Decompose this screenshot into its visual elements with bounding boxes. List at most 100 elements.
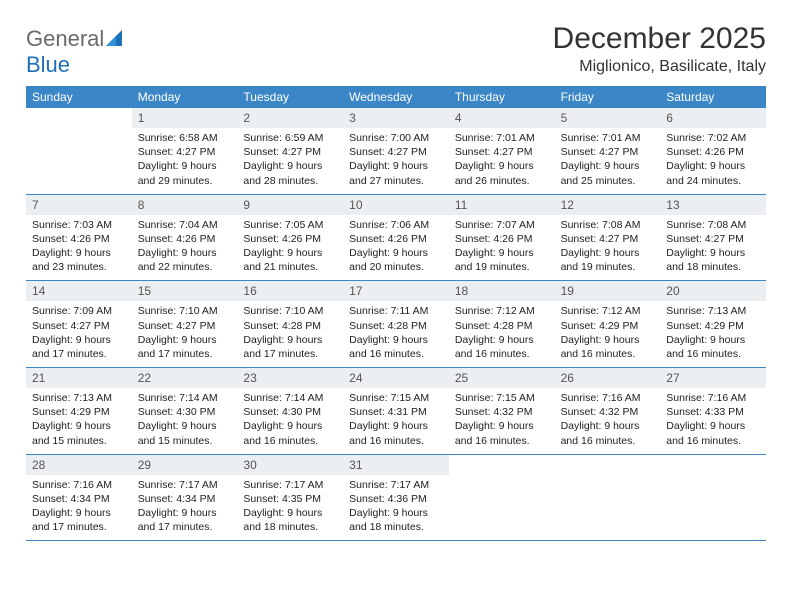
day-body: Sunrise: 7:15 AMSunset: 4:31 PMDaylight:… (343, 388, 449, 454)
daylight-text: Daylight: 9 hours and 17 minutes. (32, 333, 126, 361)
sunset-text: Sunset: 4:32 PM (561, 405, 655, 419)
day-cell: 13Sunrise: 7:08 AMSunset: 4:27 PMDayligh… (660, 195, 766, 281)
day-cell: 5Sunrise: 7:01 AMSunset: 4:27 PMDaylight… (555, 108, 661, 194)
sunset-text: Sunset: 4:26 PM (349, 232, 443, 246)
brand-part1: General (26, 26, 104, 51)
day-cell (26, 108, 132, 194)
day-body: Sunrise: 7:09 AMSunset: 4:27 PMDaylight:… (26, 301, 132, 367)
sunrise-text: Sunrise: 7:07 AM (455, 218, 549, 232)
day-body: Sunrise: 7:03 AMSunset: 4:26 PMDaylight:… (26, 215, 132, 281)
sunset-text: Sunset: 4:34 PM (32, 492, 126, 506)
sunrise-text: Sunrise: 7:15 AM (455, 391, 549, 405)
day-cell: 15Sunrise: 7:10 AMSunset: 4:27 PMDayligh… (132, 281, 238, 367)
day-cell: 22Sunrise: 7:14 AMSunset: 4:30 PMDayligh… (132, 368, 238, 454)
sunset-text: Sunset: 4:27 PM (138, 319, 232, 333)
daylight-text: Daylight: 9 hours and 19 minutes. (561, 246, 655, 274)
day-cell: 12Sunrise: 7:08 AMSunset: 4:27 PMDayligh… (555, 195, 661, 281)
daylight-text: Daylight: 9 hours and 15 minutes. (138, 419, 232, 447)
day-cell: 3Sunrise: 7:00 AMSunset: 4:27 PMDaylight… (343, 108, 449, 194)
day-cell: 16Sunrise: 7:10 AMSunset: 4:28 PMDayligh… (237, 281, 343, 367)
sunrise-text: Sunrise: 7:06 AM (349, 218, 443, 232)
brand-part2: Blue (26, 52, 70, 77)
weeks-container: 1Sunrise: 6:58 AMSunset: 4:27 PMDaylight… (26, 108, 766, 541)
day-number: 8 (132, 195, 238, 215)
sunrise-text: Sunrise: 7:16 AM (561, 391, 655, 405)
day-cell (660, 455, 766, 541)
sunset-text: Sunset: 4:28 PM (349, 319, 443, 333)
sunset-text: Sunset: 4:27 PM (349, 145, 443, 159)
sunrise-text: Sunrise: 7:16 AM (32, 478, 126, 492)
day-number: 14 (26, 281, 132, 301)
day-body: Sunrise: 7:11 AMSunset: 4:28 PMDaylight:… (343, 301, 449, 367)
day-number: 25 (449, 368, 555, 388)
day-body: Sunrise: 7:16 AMSunset: 4:34 PMDaylight:… (26, 475, 132, 541)
sunrise-text: Sunrise: 7:00 AM (349, 131, 443, 145)
daylight-text: Daylight: 9 hours and 18 minutes. (349, 506, 443, 534)
sunset-text: Sunset: 4:36 PM (349, 492, 443, 506)
week-row: 21Sunrise: 7:13 AMSunset: 4:29 PMDayligh… (26, 368, 766, 455)
day-cell: 21Sunrise: 7:13 AMSunset: 4:29 PMDayligh… (26, 368, 132, 454)
day-cell: 8Sunrise: 7:04 AMSunset: 4:26 PMDaylight… (132, 195, 238, 281)
day-number: 26 (555, 368, 661, 388)
daylight-text: Daylight: 9 hours and 29 minutes. (138, 159, 232, 187)
day-number: 27 (660, 368, 766, 388)
daylight-text: Daylight: 9 hours and 28 minutes. (243, 159, 337, 187)
day-body: Sunrise: 7:16 AMSunset: 4:32 PMDaylight:… (555, 388, 661, 454)
sunset-text: Sunset: 4:30 PM (138, 405, 232, 419)
day-body: Sunrise: 7:10 AMSunset: 4:27 PMDaylight:… (132, 301, 238, 367)
daylight-text: Daylight: 9 hours and 18 minutes. (243, 506, 337, 534)
sunset-text: Sunset: 4:28 PM (243, 319, 337, 333)
day-body: Sunrise: 7:04 AMSunset: 4:26 PMDaylight:… (132, 215, 238, 281)
sunset-text: Sunset: 4:34 PM (138, 492, 232, 506)
day-body: Sunrise: 7:01 AMSunset: 4:27 PMDaylight:… (555, 128, 661, 194)
header: General Blue December 2025 Miglionico, B… (26, 22, 766, 78)
sunset-text: Sunset: 4:31 PM (349, 405, 443, 419)
sunrise-text: Sunrise: 7:17 AM (349, 478, 443, 492)
day-body: Sunrise: 7:06 AMSunset: 4:26 PMDaylight:… (343, 215, 449, 281)
sunset-text: Sunset: 4:29 PM (32, 405, 126, 419)
daylight-text: Daylight: 9 hours and 16 minutes. (243, 419, 337, 447)
location: Miglionico, Basilicate, Italy (553, 58, 766, 76)
day-body: Sunrise: 7:00 AMSunset: 4:27 PMDaylight:… (343, 128, 449, 194)
dow-wednesday: Wednesday (343, 86, 449, 108)
sunrise-text: Sunrise: 7:17 AM (138, 478, 232, 492)
sunrise-text: Sunrise: 7:13 AM (666, 304, 760, 318)
daylight-text: Daylight: 9 hours and 18 minutes. (666, 246, 760, 274)
sunrise-text: Sunrise: 7:14 AM (138, 391, 232, 405)
day-body: Sunrise: 7:13 AMSunset: 4:29 PMDaylight:… (26, 388, 132, 454)
sunset-text: Sunset: 4:27 PM (32, 319, 126, 333)
day-body: Sunrise: 7:12 AMSunset: 4:28 PMDaylight:… (449, 301, 555, 367)
day-body: Sunrise: 7:17 AMSunset: 4:36 PMDaylight:… (343, 475, 449, 541)
day-number: 10 (343, 195, 449, 215)
day-body: Sunrise: 7:05 AMSunset: 4:26 PMDaylight:… (237, 215, 343, 281)
day-number: 1 (132, 108, 238, 128)
day-body: Sunrise: 7:02 AMSunset: 4:26 PMDaylight:… (660, 128, 766, 194)
day-number: 13 (660, 195, 766, 215)
daylight-text: Daylight: 9 hours and 24 minutes. (666, 159, 760, 187)
sunrise-text: Sunrise: 7:01 AM (455, 131, 549, 145)
day-body: Sunrise: 7:14 AMSunset: 4:30 PMDaylight:… (132, 388, 238, 454)
daylight-text: Daylight: 9 hours and 16 minutes. (349, 333, 443, 361)
day-cell: 27Sunrise: 7:16 AMSunset: 4:33 PMDayligh… (660, 368, 766, 454)
sunrise-text: Sunrise: 7:10 AM (138, 304, 232, 318)
sunset-text: Sunset: 4:27 PM (561, 232, 655, 246)
dow-thursday: Thursday (449, 86, 555, 108)
sunrise-text: Sunrise: 7:02 AM (666, 131, 760, 145)
day-number: 6 (660, 108, 766, 128)
day-body: Sunrise: 7:17 AMSunset: 4:35 PMDaylight:… (237, 475, 343, 541)
sunrise-text: Sunrise: 7:05 AM (243, 218, 337, 232)
daylight-text: Daylight: 9 hours and 22 minutes. (138, 246, 232, 274)
day-cell: 11Sunrise: 7:07 AMSunset: 4:26 PMDayligh… (449, 195, 555, 281)
daylight-text: Daylight: 9 hours and 17 minutes. (138, 506, 232, 534)
sunset-text: Sunset: 4:26 PM (455, 232, 549, 246)
day-cell: 31Sunrise: 7:17 AMSunset: 4:36 PMDayligh… (343, 455, 449, 541)
week-row: 14Sunrise: 7:09 AMSunset: 4:27 PMDayligh… (26, 281, 766, 368)
sunrise-text: Sunrise: 7:10 AM (243, 304, 337, 318)
week-row: 28Sunrise: 7:16 AMSunset: 4:34 PMDayligh… (26, 455, 766, 542)
sunset-text: Sunset: 4:26 PM (138, 232, 232, 246)
day-cell: 6Sunrise: 7:02 AMSunset: 4:26 PMDaylight… (660, 108, 766, 194)
day-number: 12 (555, 195, 661, 215)
sunset-text: Sunset: 4:29 PM (561, 319, 655, 333)
day-cell: 2Sunrise: 6:59 AMSunset: 4:27 PMDaylight… (237, 108, 343, 194)
sunrise-text: Sunrise: 7:03 AM (32, 218, 126, 232)
